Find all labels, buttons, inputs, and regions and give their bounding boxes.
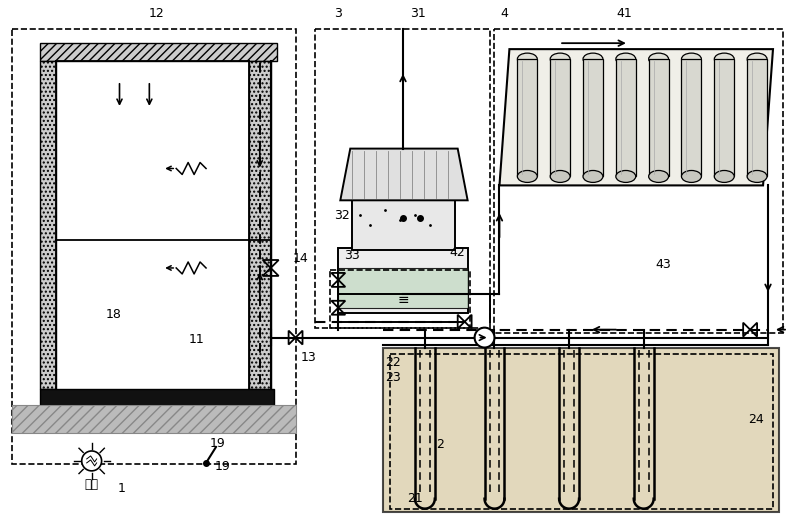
Text: 18: 18 <box>106 308 122 321</box>
Bar <box>40 43 277 61</box>
Bar <box>12 405 295 433</box>
Bar <box>682 59 702 176</box>
Text: 13: 13 <box>301 351 316 364</box>
Text: 11: 11 <box>188 333 204 346</box>
Bar <box>338 248 468 313</box>
Polygon shape <box>340 149 468 200</box>
Bar <box>583 59 603 176</box>
Text: 32: 32 <box>334 209 350 222</box>
Bar <box>390 355 773 509</box>
Text: 19: 19 <box>210 436 226 449</box>
Ellipse shape <box>682 53 702 65</box>
Text: 43: 43 <box>656 258 671 271</box>
Bar <box>747 59 767 176</box>
Text: 21: 21 <box>407 492 422 505</box>
Ellipse shape <box>550 171 570 183</box>
Text: 1: 1 <box>118 482 126 495</box>
Text: 太阳: 太阳 <box>85 478 98 491</box>
Text: 24: 24 <box>748 413 764 426</box>
Bar <box>714 59 734 176</box>
Bar <box>330 270 470 328</box>
Text: 14: 14 <box>293 252 309 265</box>
Text: 33: 33 <box>344 249 360 262</box>
Bar <box>315 29 490 328</box>
Bar <box>249 61 270 389</box>
Bar <box>494 29 783 333</box>
Ellipse shape <box>649 53 669 65</box>
Text: 4: 4 <box>501 7 508 20</box>
Text: ≡: ≡ <box>397 293 409 307</box>
Text: 42: 42 <box>450 245 466 258</box>
Text: 19: 19 <box>215 460 231 473</box>
Circle shape <box>82 451 102 471</box>
Ellipse shape <box>550 53 570 65</box>
Ellipse shape <box>518 53 538 65</box>
Bar <box>40 389 274 405</box>
Ellipse shape <box>714 53 734 65</box>
Ellipse shape <box>649 171 669 183</box>
Bar <box>338 268 468 308</box>
Bar <box>352 200 454 250</box>
Bar <box>40 61 56 389</box>
Ellipse shape <box>616 53 636 65</box>
Bar <box>550 59 570 176</box>
Bar <box>616 59 636 176</box>
Ellipse shape <box>518 171 538 183</box>
Ellipse shape <box>583 53 603 65</box>
Text: 2: 2 <box>436 437 444 450</box>
Bar <box>12 29 295 464</box>
Bar <box>649 59 669 176</box>
Bar <box>383 347 779 512</box>
Ellipse shape <box>747 53 767 65</box>
Ellipse shape <box>583 171 603 183</box>
Ellipse shape <box>714 171 734 183</box>
Bar <box>518 59 538 176</box>
Ellipse shape <box>616 171 636 183</box>
Ellipse shape <box>747 171 767 183</box>
Text: 23: 23 <box>385 371 401 384</box>
Text: 41: 41 <box>616 7 632 20</box>
Text: 3: 3 <box>334 7 342 20</box>
Text: 12: 12 <box>149 7 164 20</box>
Text: 31: 31 <box>410 7 426 20</box>
Polygon shape <box>499 49 773 186</box>
Ellipse shape <box>682 171 702 183</box>
Text: 22: 22 <box>385 356 401 369</box>
Circle shape <box>474 328 494 347</box>
